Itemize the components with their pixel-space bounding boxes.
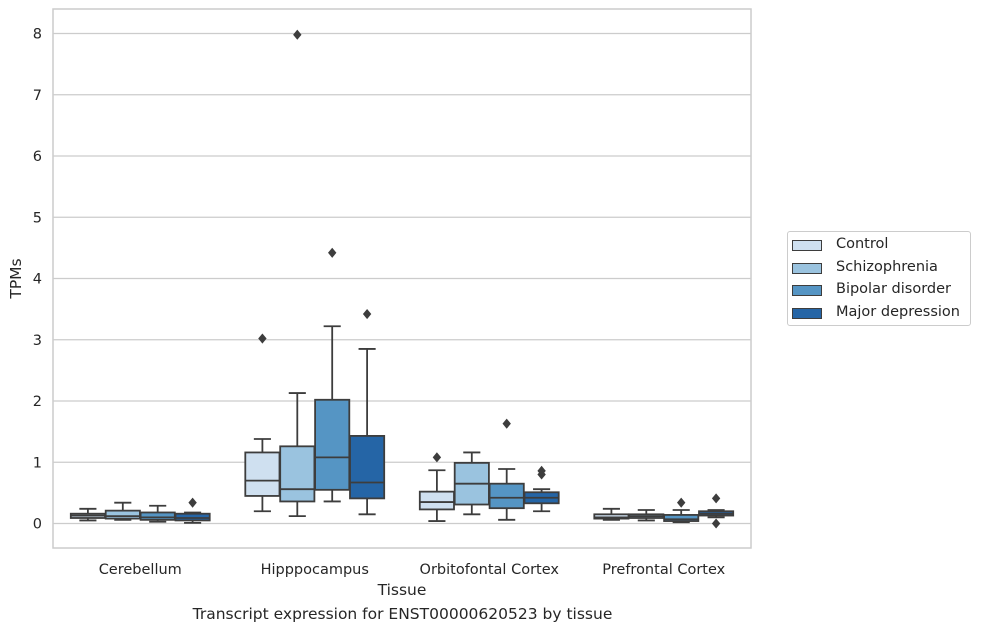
- x-tick-label: Orbitofontal Cortex: [420, 562, 560, 578]
- box-iqr: [139, 511, 176, 521]
- box-2-2: [488, 418, 525, 521]
- box-2-1: [453, 451, 490, 516]
- outlier-point: [362, 308, 372, 320]
- legend-swatch-schizophrenia: [792, 262, 822, 274]
- outlier-point: [711, 493, 721, 504]
- box-3-2: [663, 497, 700, 524]
- box-0-0: [69, 507, 106, 522]
- outlier-point: [537, 465, 546, 476]
- box-iqr: [104, 509, 141, 520]
- box-iqr: [349, 435, 386, 500]
- y-tick-label: 0: [33, 517, 42, 533]
- x-axis-title: Tissue: [377, 581, 427, 599]
- outlier-point: [502, 418, 511, 429]
- box-0-1: [104, 501, 141, 521]
- legend-label-major-depression: Major depression: [836, 303, 960, 320]
- y-tick-label: 7: [33, 88, 42, 104]
- box-2-0: [418, 452, 455, 522]
- plot-frame: [52, 8, 752, 549]
- box-3-3: [698, 493, 735, 529]
- box-layer: [69, 29, 735, 529]
- outlier-point: [293, 29, 302, 40]
- y-tick-label: 5: [33, 210, 42, 226]
- y-tick-label: 8: [33, 27, 42, 43]
- y-tick-label: 2: [33, 394, 42, 410]
- legend-item-control: Control: [792, 236, 970, 260]
- y-axis-title: TPMs: [7, 258, 25, 299]
- x-tick-labels: Cerebellum Hipppocampus Orbitofontal Corte…: [99, 562, 726, 578]
- outlier-point: [328, 247, 337, 258]
- grid-lines: [53, 32, 751, 525]
- legend-item-schizophrenia: Schizophrenia: [792, 258, 970, 283]
- legend-label-control: Control: [836, 236, 889, 252]
- chart-caption: Transcript expression for ENST0000062052…: [192, 605, 613, 623]
- outlier-point: [711, 518, 721, 529]
- x-tick-label: Hipppocampus: [261, 562, 369, 578]
- y-tick-label: 6: [33, 149, 42, 165]
- box-iqr: [488, 482, 525, 510]
- box-iqr: [174, 512, 211, 522]
- y-tick-label: 1: [33, 455, 42, 471]
- box-1-0: [244, 333, 281, 513]
- legend: Control Schizophrenia Bipolar disorder M…: [787, 231, 971, 326]
- legend-swatch-control: [792, 240, 822, 251]
- legend-swatch-major-depression: [792, 307, 822, 319]
- box-3-1: [628, 509, 665, 522]
- box-0-3: [174, 497, 211, 524]
- outlier-point: [432, 452, 442, 463]
- box-iqr: [279, 445, 316, 503]
- box-0-2: [139, 504, 176, 523]
- legend-label-schizophrenia: Schizophrenia: [836, 258, 938, 275]
- box-iqr: [663, 514, 700, 522]
- legend-label-bipolar-disorder: Bipolar disorder: [836, 281, 951, 297]
- outlier-point: [258, 333, 267, 344]
- box-3-0: [593, 507, 630, 521]
- legend-item-bipolar-disorder: Bipolar disorder: [792, 281, 970, 305]
- box-iqr: [418, 490, 455, 511]
- box-1-2: [314, 247, 351, 503]
- y-tick-label: 3: [33, 333, 42, 349]
- legend-swatch-bipolar-disorder: [792, 285, 822, 296]
- legend-item-major-depression: Major depression: [792, 303, 970, 328]
- x-tick-label: Prefrontal Cortex: [602, 562, 725, 578]
- x-tick-label: Cerebellum: [99, 562, 182, 578]
- y-tick-labels: 0 1 2 3 4 5 6 7 8: [33, 27, 42, 533]
- box-iqr: [244, 451, 281, 497]
- outlier-point: [677, 497, 686, 508]
- outlier-point: [188, 497, 197, 508]
- box-1-3: [349, 308, 386, 516]
- box-1-1: [279, 29, 316, 518]
- y-tick-label: 4: [33, 272, 42, 288]
- box-iqr: [314, 398, 351, 491]
- box-2-3: [523, 465, 560, 513]
